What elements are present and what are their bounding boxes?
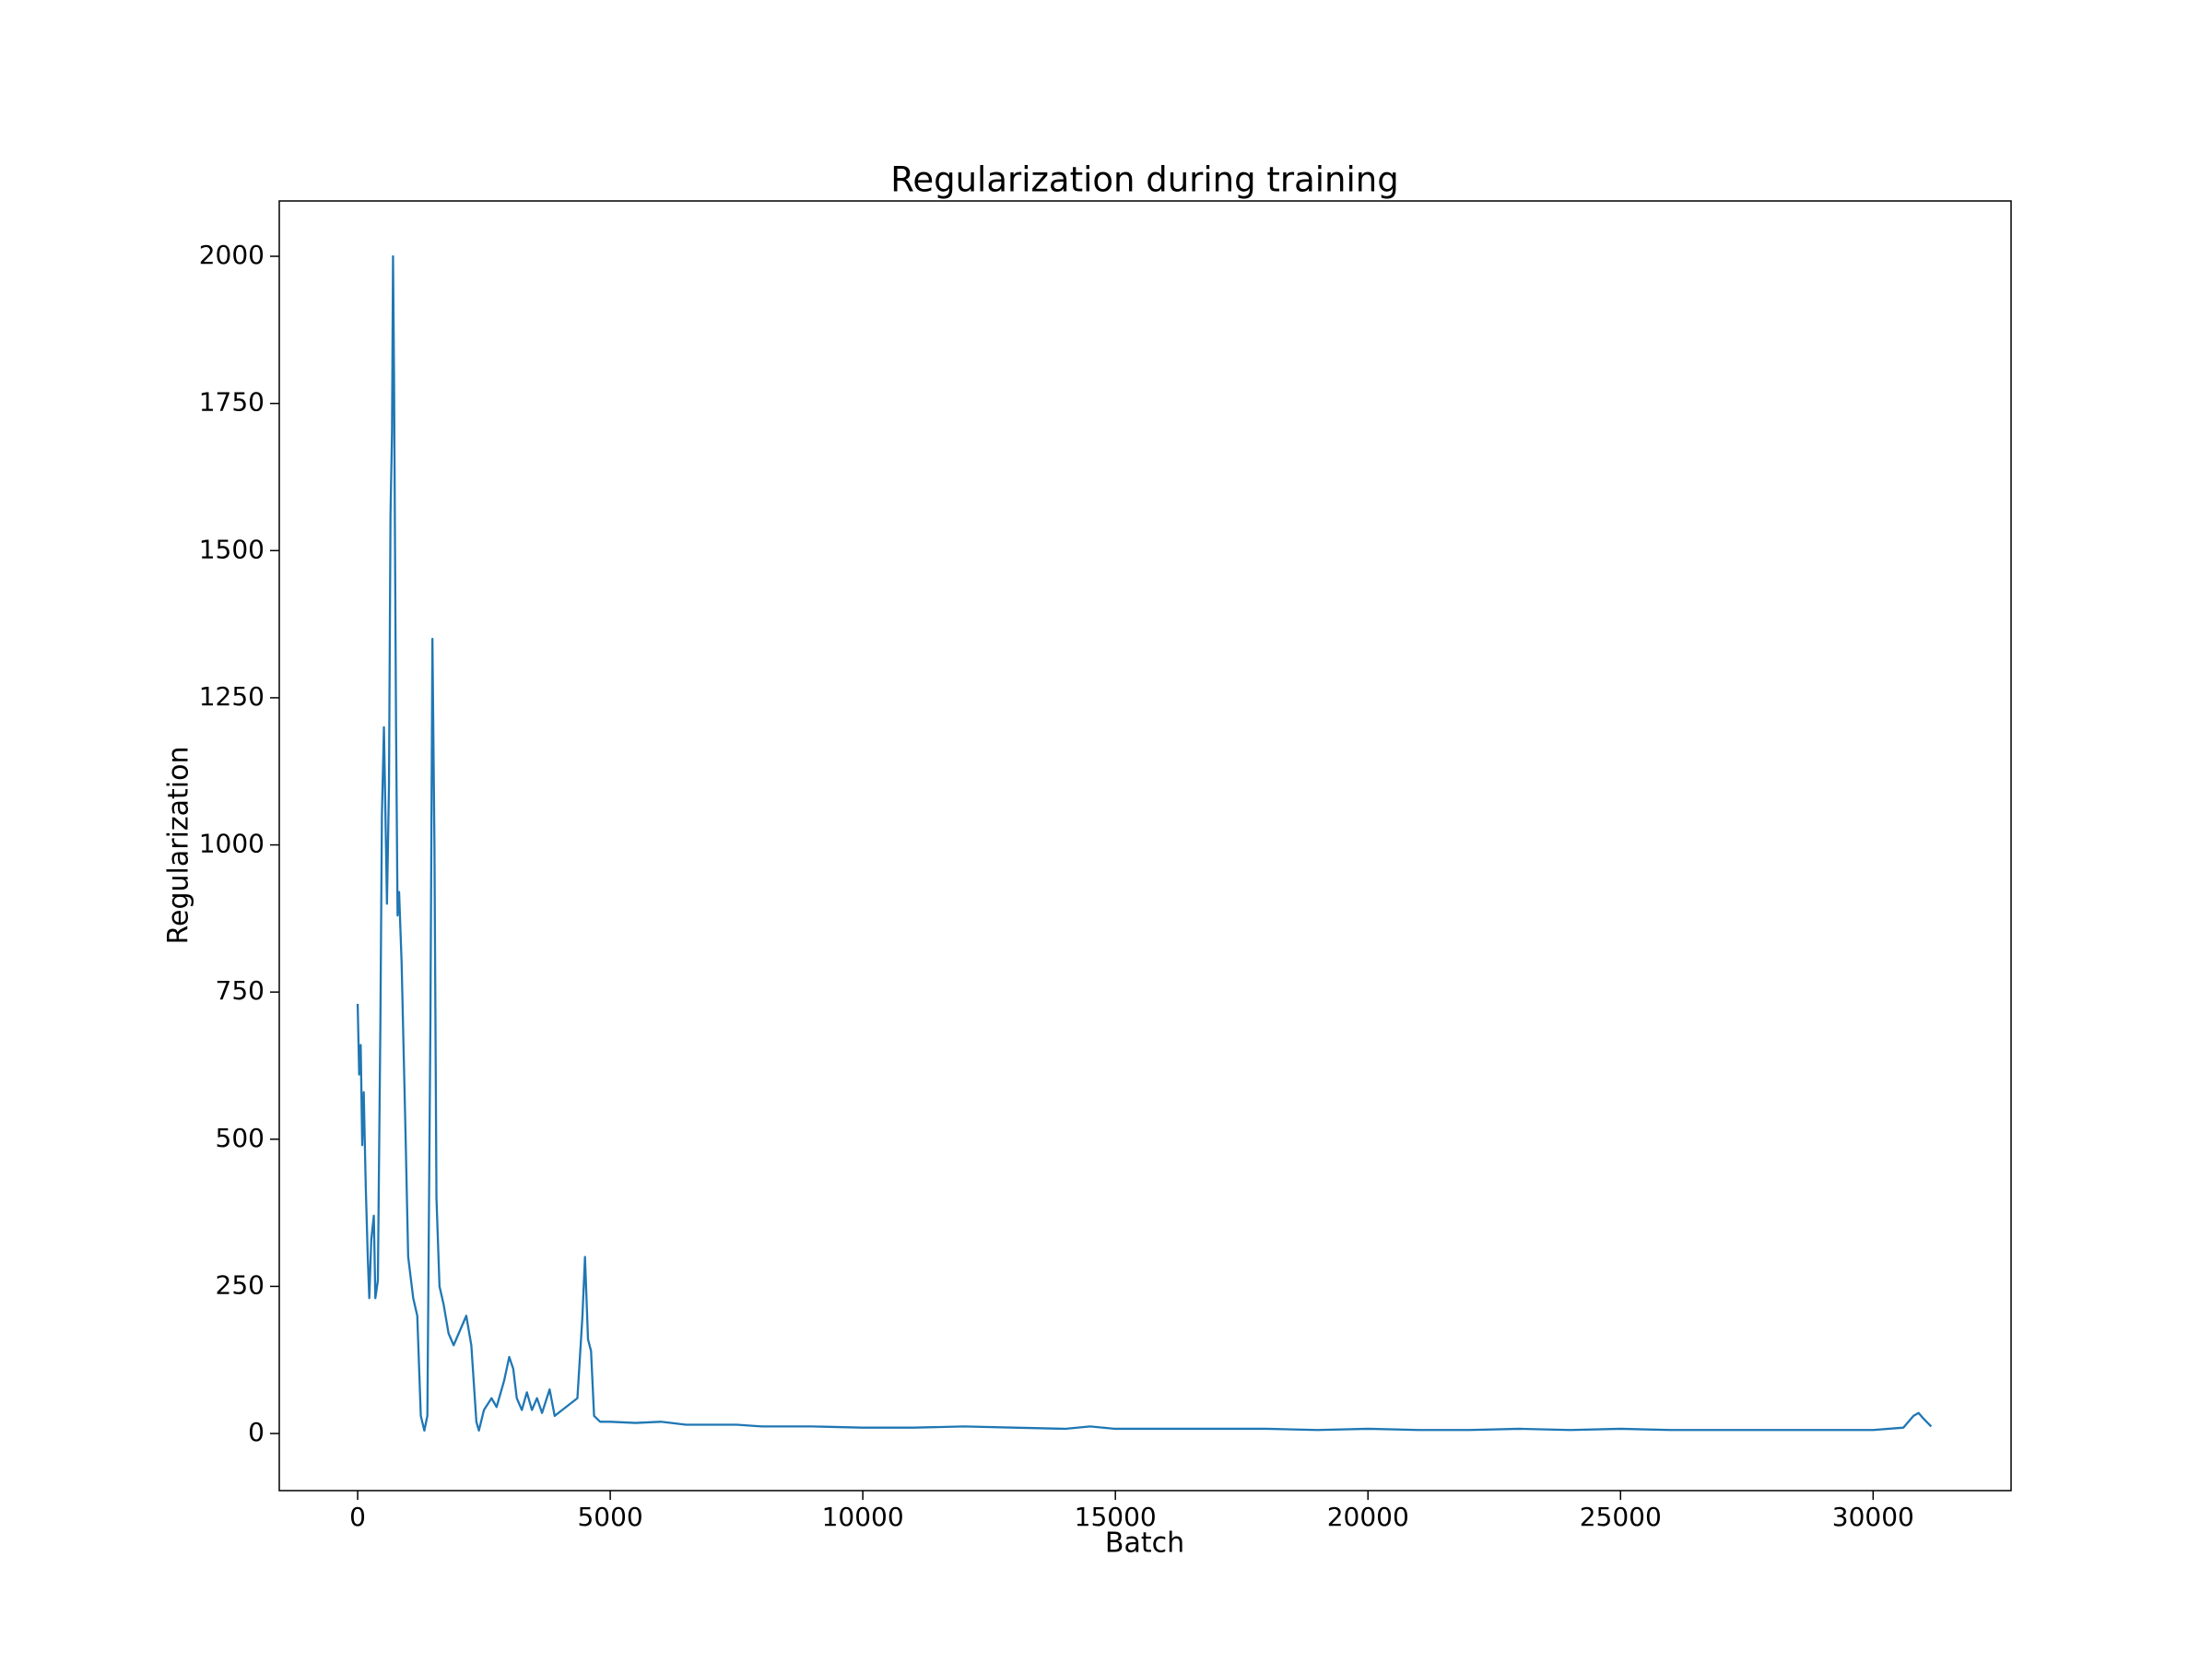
y-tick-label: 250 [216,1269,265,1300]
y-tick-label: 750 [216,975,265,1006]
x-axis-label: Batch [1105,1527,1184,1560]
y-axis-label: Regularization [163,747,195,945]
y-tick-label: 1000 [199,829,265,859]
y-tick-label: 1500 [199,534,265,564]
chart-title: Regularization during training [890,160,1398,200]
x-tick-label: 20000 [1327,1502,1409,1532]
y-tick-label: 1250 [199,681,265,712]
x-tick-label: 25000 [1580,1502,1662,1532]
x-tick-label: 5000 [577,1502,642,1532]
y-tick-label: 2000 [199,240,265,270]
y-tick-label: 500 [216,1123,265,1153]
y-tick-label: 0 [248,1417,265,1447]
plot-frame [278,200,2012,1492]
y-tick-label: 1750 [199,387,265,418]
data-line [356,254,1933,1433]
x-tick-label: 15000 [1075,1502,1157,1532]
x-tick-label: 10000 [822,1502,904,1532]
x-tick-label: 0 [349,1502,366,1532]
x-tick-label: 30000 [1832,1502,1914,1532]
